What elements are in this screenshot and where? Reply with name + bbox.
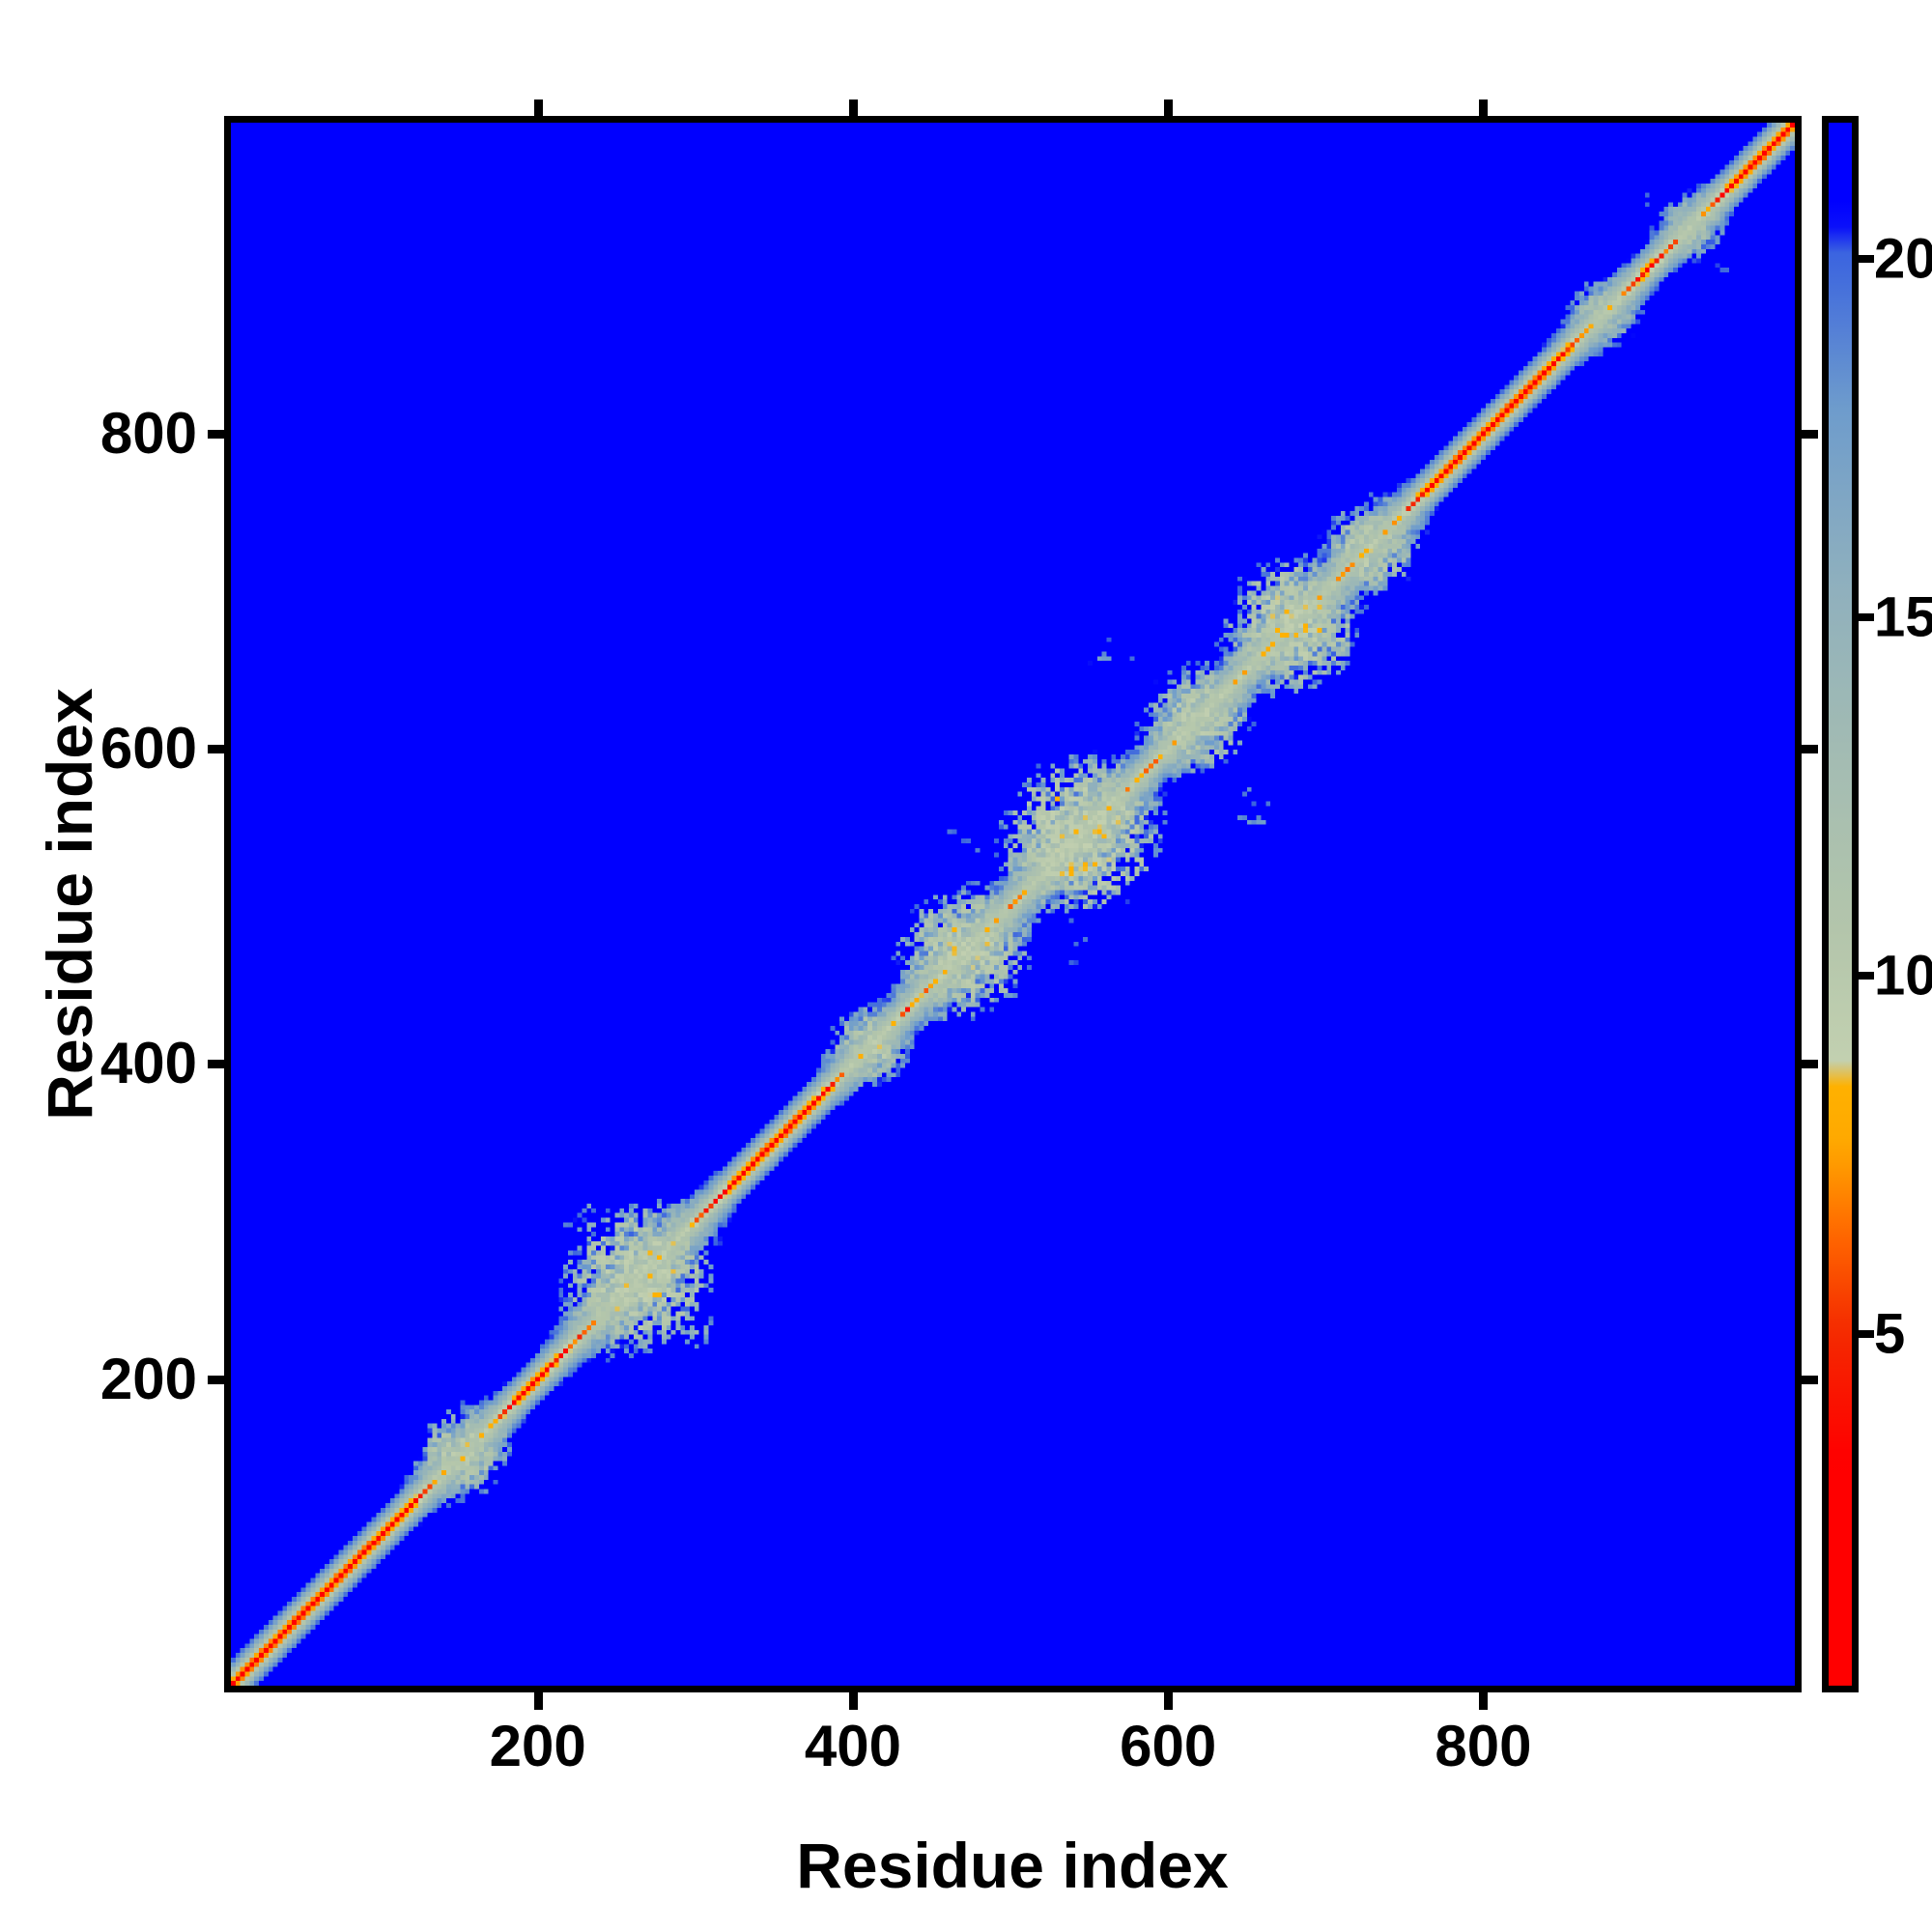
y-axis-tick bbox=[208, 1060, 227, 1069]
colorbar-tick-label: 20 bbox=[1874, 227, 1932, 291]
colorbar-tick bbox=[1859, 255, 1874, 264]
y-axis-tick-label: 800 bbox=[99, 401, 197, 467]
colorbar-gradient bbox=[1829, 123, 1852, 1686]
x-axis-tick-label: 800 bbox=[1435, 1714, 1532, 1778]
x-axis-tick-label: 600 bbox=[1120, 1714, 1217, 1778]
colorbar bbox=[1822, 116, 1859, 1692]
colorbar-tick bbox=[1859, 613, 1874, 622]
x-axis-tick-label: 400 bbox=[804, 1714, 901, 1778]
y-axis-tick-right bbox=[1799, 1375, 1818, 1384]
x-axis-tick-top bbox=[533, 99, 543, 119]
y-axis-tick-label: 200 bbox=[99, 1346, 197, 1411]
y-axis-tick-right bbox=[1799, 745, 1818, 754]
x-axis-tick-label: 200 bbox=[489, 1714, 586, 1778]
y-axis-tick-label: 600 bbox=[99, 716, 197, 781]
x-axis-tick bbox=[1479, 1690, 1489, 1710]
x-axis-tick-top bbox=[1164, 99, 1174, 119]
y-axis-tick-right bbox=[1799, 1060, 1818, 1069]
x-axis-tick bbox=[1164, 1690, 1174, 1710]
y-axis-tick bbox=[208, 1375, 227, 1384]
y-axis-tick bbox=[208, 430, 227, 440]
x-axis-tick-top bbox=[848, 99, 858, 119]
y-axis-title: Residue index bbox=[34, 688, 105, 1121]
colorbar-tick bbox=[1859, 1330, 1874, 1339]
y-axis-tick-label: 400 bbox=[99, 1031, 197, 1096]
distance-map-heatmap bbox=[231, 123, 1795, 1686]
colorbar-tick-label: 5 bbox=[1874, 1302, 1906, 1366]
colorbar-tick-label: 10 bbox=[1874, 944, 1932, 1008]
heatmap-plot-area bbox=[224, 116, 1802, 1692]
colorbar-tick bbox=[1859, 972, 1874, 980]
x-axis-title: Residue index bbox=[796, 1830, 1229, 1901]
y-axis-tick bbox=[208, 745, 227, 754]
x-axis-tick-top bbox=[1479, 99, 1489, 119]
x-axis-tick bbox=[848, 1690, 858, 1710]
x-axis-tick bbox=[533, 1690, 543, 1710]
y-axis-tick-right bbox=[1799, 430, 1818, 440]
colorbar-tick-label: 15 bbox=[1874, 585, 1932, 649]
